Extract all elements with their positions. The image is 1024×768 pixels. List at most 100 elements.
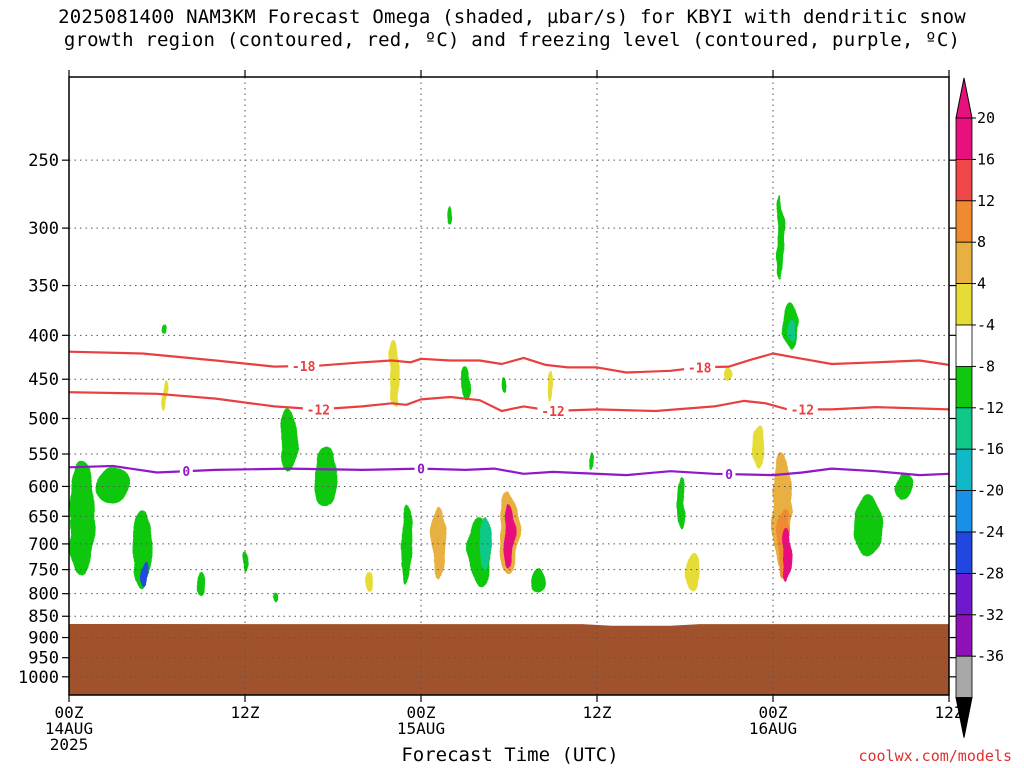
contour-label: 0 xyxy=(182,465,190,480)
contour-label-bg xyxy=(722,467,736,482)
y-tick-label: 950 xyxy=(28,649,59,669)
omega-region xyxy=(69,460,96,575)
colorbar-swatch xyxy=(955,531,973,574)
x-tick-label: 12Z xyxy=(231,703,260,722)
contour-label-bg xyxy=(414,461,428,476)
contour-label: -18 xyxy=(688,361,712,376)
y-tick-label: 1000 xyxy=(18,668,59,688)
colorbar-label: -12 xyxy=(977,399,1004,417)
colorbar-swatch xyxy=(955,283,973,326)
x-tick-label: 16AUG xyxy=(749,719,797,738)
contour-label-bg xyxy=(288,359,320,374)
y-tick-label: 700 xyxy=(28,535,59,555)
omega-region xyxy=(431,507,446,577)
omega-region xyxy=(587,452,593,469)
y-tick-label: 650 xyxy=(28,507,59,527)
omega-shading xyxy=(69,195,914,603)
contour-label-bg xyxy=(786,402,818,417)
colorbar-label: 12 xyxy=(977,192,995,210)
colorbar-swatch xyxy=(955,324,973,367)
y-tick-label: 600 xyxy=(28,477,59,497)
colorbar-swatch xyxy=(955,490,973,533)
y-tick-label: 250 xyxy=(28,151,59,171)
omega-region xyxy=(788,318,796,343)
colorbar-label: -16 xyxy=(977,440,1004,458)
omega-region xyxy=(196,572,206,596)
omega-region xyxy=(547,372,553,402)
omega-region xyxy=(447,205,453,225)
contour-label: -12 xyxy=(791,403,814,418)
colorbar-label: -8 xyxy=(977,357,995,375)
colorbar-swatch xyxy=(955,365,973,409)
colorbar-label: 8 xyxy=(977,233,986,251)
omega-region xyxy=(783,527,793,580)
omega-region xyxy=(752,425,765,468)
omega-region xyxy=(685,550,700,593)
colorbar-swatch xyxy=(955,655,973,699)
x-tick-label: 15AUG xyxy=(397,719,445,738)
contour-label: -12 xyxy=(541,405,564,420)
colorbar-label: 4 xyxy=(977,275,986,293)
contour-label: 0 xyxy=(725,468,733,483)
contour-label-bg xyxy=(537,403,569,418)
chart-title-line-2: growth region (contoured, red, ºC) and f… xyxy=(63,29,961,51)
colorbar-label: 16 xyxy=(977,150,995,168)
colorbar-label: -36 xyxy=(977,647,1004,665)
y-tick-label: 400 xyxy=(28,326,59,346)
terrain xyxy=(69,624,949,695)
x-tick-label: 12Z xyxy=(935,703,964,722)
x-tick-label: 2025 xyxy=(50,735,89,754)
contour-label-bg xyxy=(179,464,193,479)
x-tick-label: 12Z xyxy=(583,703,612,722)
omega-region xyxy=(479,516,492,570)
omega-region xyxy=(401,504,412,585)
x-tick-label: 14AUG xyxy=(45,719,93,738)
omega-region xyxy=(530,569,547,594)
x-axis-label: Forecast Time (UTC) xyxy=(401,744,619,766)
colorbar-swatch xyxy=(955,241,973,284)
omega-region xyxy=(389,339,400,408)
omega-region xyxy=(503,379,509,396)
colorbar-over-arrow xyxy=(955,77,973,119)
colorbar-label: -24 xyxy=(977,523,1004,541)
y-tick-label: 750 xyxy=(28,561,59,581)
plot-frame xyxy=(68,76,950,696)
omega-region xyxy=(503,504,515,570)
colorbar-label: -32 xyxy=(977,606,1004,624)
omega-region xyxy=(140,562,150,587)
y-tick-label: 350 xyxy=(28,277,59,297)
y-tick-label: 450 xyxy=(28,370,59,390)
y-tick-label: 500 xyxy=(28,409,59,429)
omega-region xyxy=(280,407,298,471)
omega-region xyxy=(678,477,686,531)
contour-label: -18 xyxy=(292,360,316,375)
colorbar-swatch xyxy=(955,407,973,450)
contour-label-bg xyxy=(302,402,334,417)
gridlines xyxy=(69,77,949,695)
colorbar-swatch xyxy=(955,200,973,243)
credit-link[interactable]: coolwx.com/models xyxy=(858,747,1012,765)
omega-region xyxy=(161,323,167,333)
contour-line xyxy=(68,350,950,374)
colorbar-swatch xyxy=(955,448,973,492)
colorbar-swatch xyxy=(955,614,973,657)
omega-region xyxy=(366,572,374,592)
y-tick-label: 850 xyxy=(28,607,59,627)
colorbar-label: -20 xyxy=(977,482,1004,500)
colorbar-under-arrow xyxy=(955,697,973,738)
omega-region xyxy=(776,195,784,281)
y-tick-label: 300 xyxy=(28,219,59,239)
x-tick-label: 00Z xyxy=(407,703,436,722)
colorbar-swatch xyxy=(955,158,973,202)
colorbar: 20 16 12 8 4 -4 -8 -12 -16 -20 -24 -28 -32 -36 xyxy=(955,77,1004,738)
y-tick-label: 800 xyxy=(28,585,59,605)
colorbar-swatch xyxy=(955,573,973,616)
colorbar-label: 20 xyxy=(977,109,995,127)
contour-label: -12 xyxy=(307,403,330,418)
omega-region xyxy=(725,368,733,382)
omega-region xyxy=(271,593,277,603)
y-tick-label: 550 xyxy=(28,445,59,465)
